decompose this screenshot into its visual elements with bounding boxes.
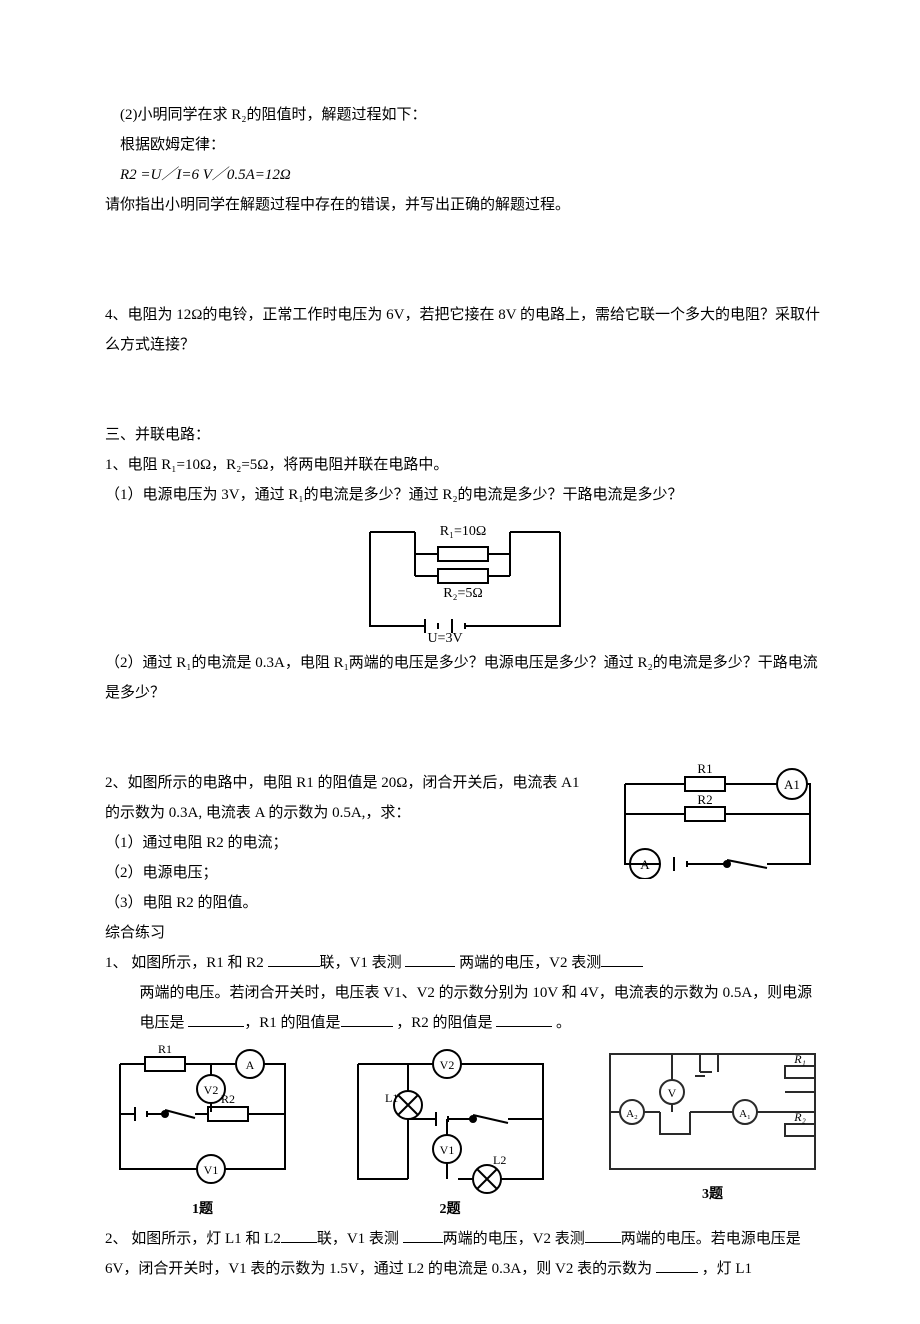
figure-3-caption: 3题 [600, 1181, 825, 1209]
figure-1-caption: 1题 [105, 1196, 300, 1224]
figure-3: V A₂ A₁ R₁ R₂ 3题 [600, 1044, 825, 1209]
svg-text:V: V [668, 1086, 677, 1100]
svg-text:L1: L1 [385, 1091, 398, 1105]
svg-text:R1: R1 [697, 764, 712, 776]
circuit-parallel-r1-r2: R₁=10Ω R₂=5Ω U=3V [360, 514, 570, 644]
figure-1: R1 R2 A V2 V1 1题 [105, 1044, 300, 1224]
student-equation: R2 =U／I=6 V／0.5A=12Ω [105, 160, 825, 190]
svg-text:V1: V1 [204, 1163, 219, 1177]
svg-text:R2: R2 [697, 792, 712, 807]
svg-text:A₂: A₂ [626, 1108, 638, 1120]
svg-text:V1: V1 [439, 1143, 454, 1157]
svg-text:A1: A1 [784, 777, 800, 792]
svg-text:L2: L2 [493, 1153, 506, 1167]
parallel-q1-part2: （2）通过 R₁的电流是 0.3A，电阻 R₁两端的电压是多少？电源电压是多少？… [105, 648, 825, 708]
parallel-q1-part1: （1）电源电压为 3V，通过 R₁的电流是多少？通过 R₂的电流是多少？干路电流… [105, 480, 825, 510]
svg-text:R2: R2 [221, 1092, 235, 1106]
svg-text:R₂=5Ω: R₂=5Ω [443, 586, 483, 601]
svg-text:R1: R1 [158, 1044, 172, 1056]
svg-text:U=3V: U=3V [427, 631, 462, 644]
svg-text:A₁: A₁ [739, 1108, 751, 1120]
svg-text:V2: V2 [204, 1083, 219, 1097]
circuit-a-a1: R1 R2 A1 A [610, 764, 825, 879]
parallel-q2-p3: （3）电阻 R2 的阻值。 [105, 888, 825, 918]
parallel-section-title: 三、并联电路： [105, 420, 825, 450]
combined-q2: 2、 如图所示，灯 L1 和 L2联，V1 表测 两端的电压，V2 表测两端的电… [105, 1224, 825, 1284]
step-2-lead: (2)小明同学在求 R₂的阻值时，解题过程如下： [105, 100, 825, 130]
svg-text:R₁=10Ω: R₁=10Ω [440, 524, 487, 539]
figure-2-caption: 2题 [343, 1196, 558, 1224]
combined-title: 综合练习 [105, 918, 825, 948]
figure-2: L1 L2 V1 V2 2题 [343, 1044, 558, 1224]
svg-text:V2: V2 [439, 1058, 454, 1072]
svg-text:R₁: R₁ [793, 1052, 806, 1066]
svg-text:A: A [640, 857, 650, 872]
ohm-law-label: 根据欧姆定律： [105, 130, 825, 160]
combined-q1: 1、 如图所示，R1 和 R2 联，V1 表测 两端的电压，V2 表测 两端的电… [105, 948, 825, 1038]
find-error-prompt: 请你指出小明同学在解题过程中存在的错误，并写出正确的解题过程。 [105, 190, 825, 220]
svg-text:R₂: R₂ [793, 1110, 806, 1124]
series-q4: 4、电阻为 12Ω的电铃，正常工作时电压为 6V，若把它接在 8V 的电路上，需… [105, 300, 825, 360]
svg-text:A: A [246, 1058, 255, 1072]
parallel-q1: 1、电阻 R₁=10Ω，R₂=5Ω，将两电阻并联在电路中。 [105, 450, 825, 480]
